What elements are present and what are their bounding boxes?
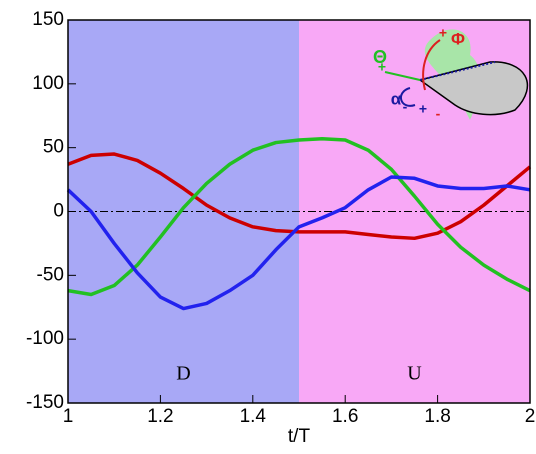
series-line — [66, 175, 531, 311]
chord — [419, 61, 496, 81]
x-axis-label: t/T — [288, 426, 311, 447]
y-tick-label: 100 — [32, 73, 64, 94]
y-tick-label: 150 — [32, 9, 64, 30]
annotation: - — [403, 99, 408, 115]
annotation: + — [419, 101, 427, 117]
y-tick-label: -100 — [26, 328, 64, 349]
wing-section — [418, 61, 528, 116]
region-label: D — [176, 363, 190, 385]
y-tick-label: -150 — [26, 392, 64, 413]
x-tick-label: 1.2 — [147, 406, 173, 427]
region-label: U — [407, 363, 422, 385]
inset-diagram: ΘΦα++-- + — [373, 25, 528, 122]
y-tick-label: 50 — [43, 137, 64, 158]
arrow — [384, 71, 421, 81]
series-line — [67, 136, 531, 297]
series-line — [67, 152, 532, 241]
plot — [66, 19, 532, 404]
annotation: + — [378, 59, 386, 75]
y-tick-label: -50 — [37, 264, 64, 285]
annotation: + — [439, 25, 447, 41]
x-tick-label: 1 — [63, 406, 74, 427]
annotation: Θ — [373, 47, 387, 67]
x-tick-label: 1.4 — [240, 406, 267, 427]
x-tick-label: 1.8 — [424, 406, 450, 427]
annotation: α — [391, 89, 402, 108]
annotation: - — [436, 106, 441, 122]
annotation: Φ — [451, 29, 465, 48]
arrow — [422, 39, 441, 91]
y-tick-label: 0 — [53, 201, 64, 222]
arrow — [400, 87, 416, 107]
x-tick-label: 1.6 — [332, 406, 358, 427]
x-tick-label: 2 — [525, 406, 536, 427]
